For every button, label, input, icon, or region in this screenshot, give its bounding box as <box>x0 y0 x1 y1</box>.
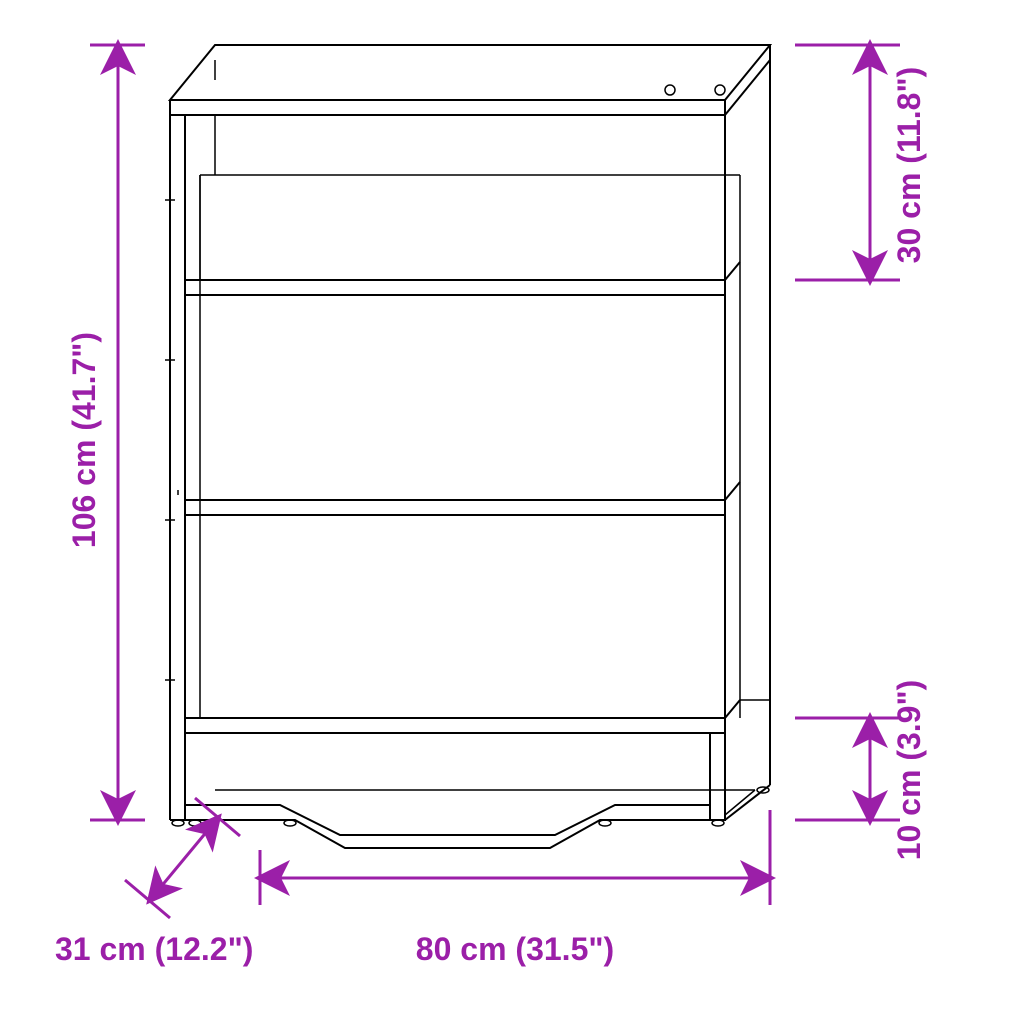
width-label: 80 cm (31.5") <box>416 931 614 967</box>
dimension-diagram: 106 cm (41.7") 31 cm (12.2") 80 cm (31.5… <box>0 0 1024 1024</box>
depth-label: 31 cm (12.2") <box>55 931 253 967</box>
shelf-height-label: 30 cm (11.8") <box>891 67 927 264</box>
leg-height-label: 10 cm (3.9") <box>891 680 927 861</box>
height-label: 106 cm (41.7") <box>66 332 102 548</box>
furniture-outline <box>165 45 770 848</box>
